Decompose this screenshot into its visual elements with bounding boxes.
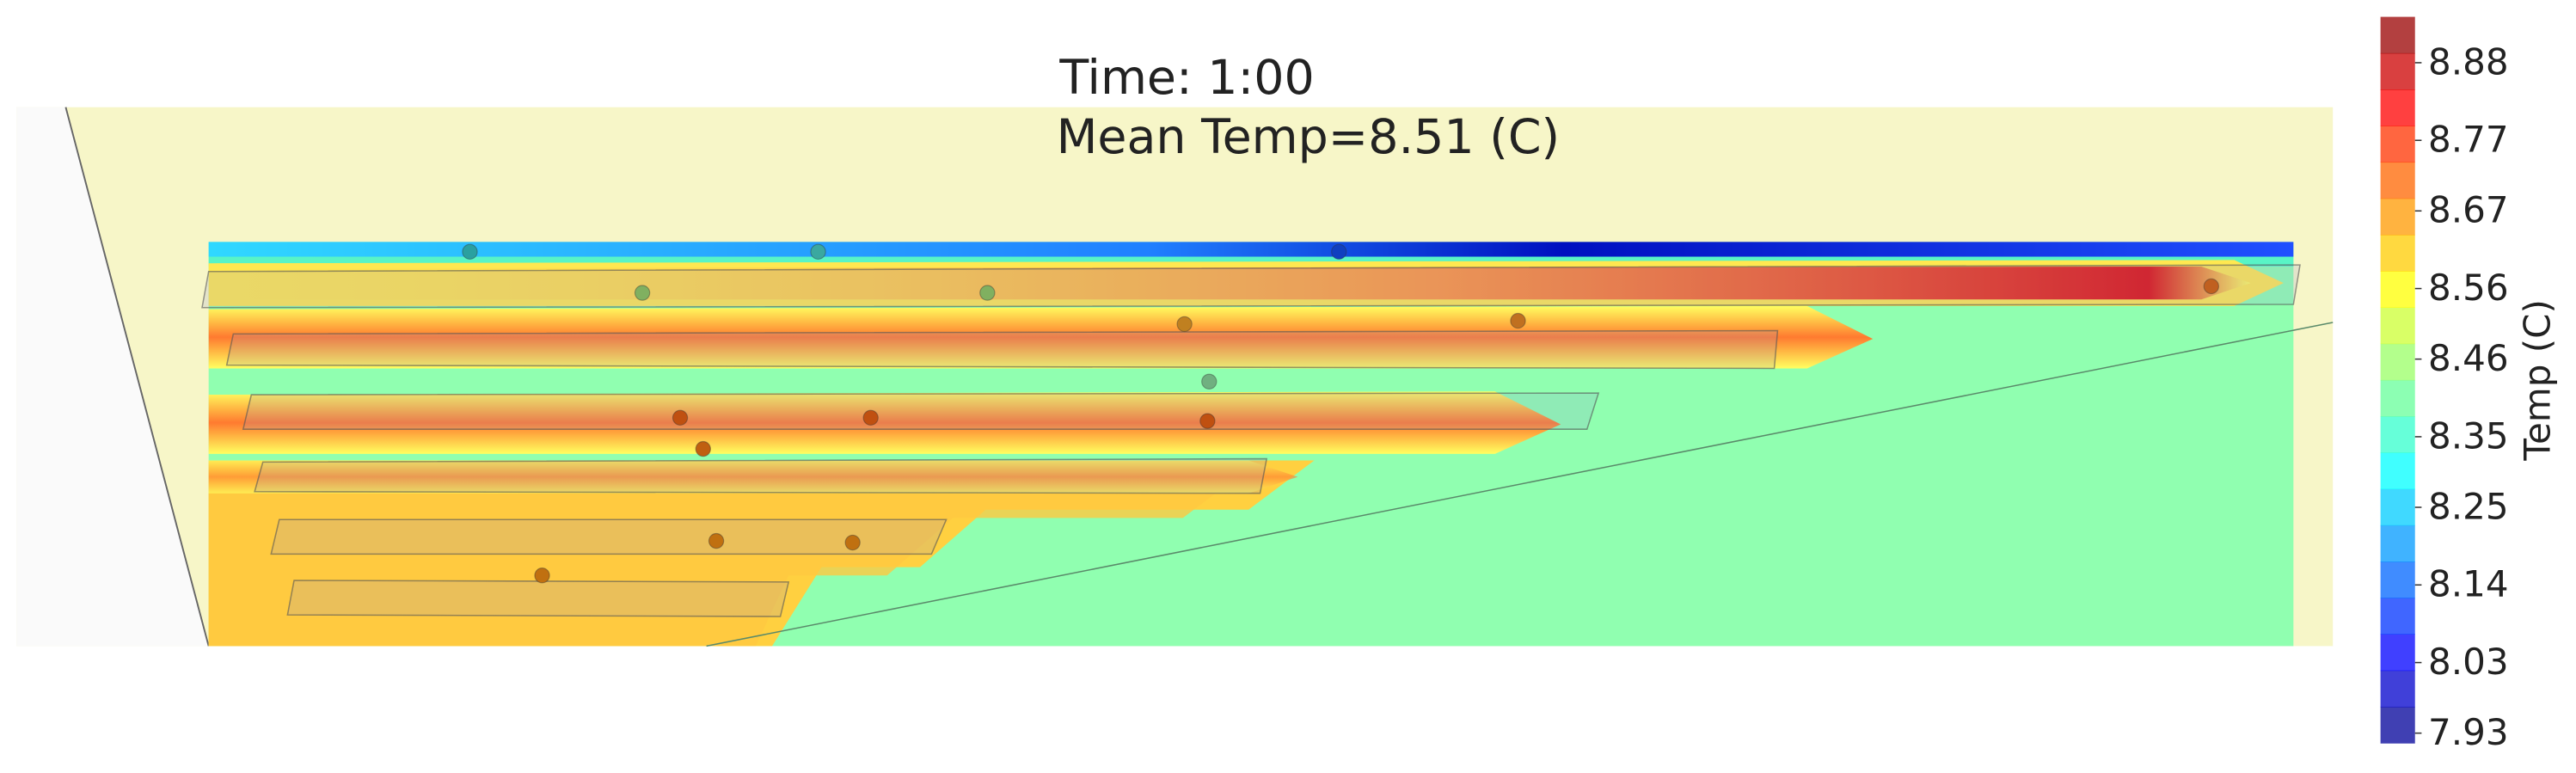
- colorbar-segment: [2380, 162, 2415, 199]
- colorbar-segment: [2380, 488, 2415, 526]
- colorbar-tick-label: 8.46: [2428, 337, 2509, 379]
- colorbar-tick-label: 7.93: [2428, 711, 2509, 753]
- sensor: [534, 567, 550, 584]
- field-band: [208, 305, 1874, 369]
- sensor: [1201, 373, 1217, 390]
- sensor: [2203, 278, 2219, 295]
- sensors: [462, 243, 2219, 584]
- colorbar-segment: [2380, 416, 2415, 453]
- colorbar-segment: [2380, 634, 2415, 672]
- field-warm: [208, 493, 1216, 647]
- panel: [242, 392, 1600, 430]
- colorbar-tick-label: 8.56: [2428, 267, 2509, 309]
- sensor: [810, 243, 826, 260]
- colorbar-tick-label: 8.77: [2428, 119, 2509, 161]
- field-band: [208, 391, 1561, 454]
- chart-title: Time: 1:00: [1058, 51, 1314, 106]
- colorbar-segment: [2380, 16, 2415, 54]
- sensor: [634, 285, 651, 301]
- colorbar-segment: [2380, 670, 2415, 708]
- sensor: [695, 440, 711, 457]
- sensor: [1510, 312, 1526, 329]
- colorbar-tick-label: 8.67: [2428, 189, 2509, 231]
- sensor: [462, 243, 478, 260]
- panel: [201, 264, 2301, 309]
- panel: [254, 457, 1268, 494]
- colorbar-segment: [2380, 126, 2415, 163]
- field-cold: [208, 242, 2294, 257]
- colorbar-segment: [2380, 52, 2415, 90]
- edge: [706, 322, 2334, 647]
- colorbar-segment: [2380, 525, 2415, 562]
- sensor: [979, 285, 996, 301]
- panel: [225, 329, 1779, 370]
- colorbar-segment: [2380, 379, 2415, 417]
- colorbar-tick-label: 8.14: [2428, 563, 2509, 605]
- scene: [16, 107, 2334, 647]
- sensor: [1176, 316, 1193, 333]
- edge: [64, 107, 210, 647]
- colorbar-segment: [2380, 271, 2415, 308]
- colorbar-tick-label: 8.03: [2428, 641, 2509, 683]
- panels: [201, 264, 2301, 617]
- colorbar-segment: [2380, 307, 2415, 345]
- sensor: [1199, 413, 1216, 429]
- colorbar: 7.93 8.03 8.14 8.25 8.35 8.46 8.56 8.67 8.77 8.88: [2380, 16, 2509, 753]
- colorbar-segment: [2380, 452, 2415, 490]
- chart-subtitle: Mean Temp=8.51 (C): [1057, 110, 1561, 165]
- field-band: [208, 267, 2251, 300]
- panel: [270, 518, 948, 555]
- sensor: [1331, 243, 1347, 260]
- colorbar-segment: [2380, 343, 2415, 381]
- colorbar-segment: [2380, 89, 2415, 126]
- colorbar-tick-label: 8.88: [2428, 40, 2509, 83]
- colorbar-label: Temp (C): [2516, 299, 2558, 461]
- sensor: [862, 409, 879, 426]
- colorbar-segment: [2380, 598, 2415, 635]
- sensor: [708, 532, 725, 549]
- sensor: [672, 409, 689, 426]
- field-band: [208, 460, 1298, 494]
- colorbar-tick-label: 8.25: [2428, 485, 2509, 527]
- colorbar-segment: [2380, 198, 2415, 236]
- sensor: [844, 534, 861, 551]
- colorbar-segment: [2380, 561, 2415, 598]
- panel: [286, 580, 790, 617]
- colorbar-tick-label: 8.35: [2428, 414, 2509, 457]
- colorbar-segment: [2380, 706, 2415, 744]
- wall-shade: [16, 107, 209, 647]
- colorbar-segment: [2380, 234, 2415, 272]
